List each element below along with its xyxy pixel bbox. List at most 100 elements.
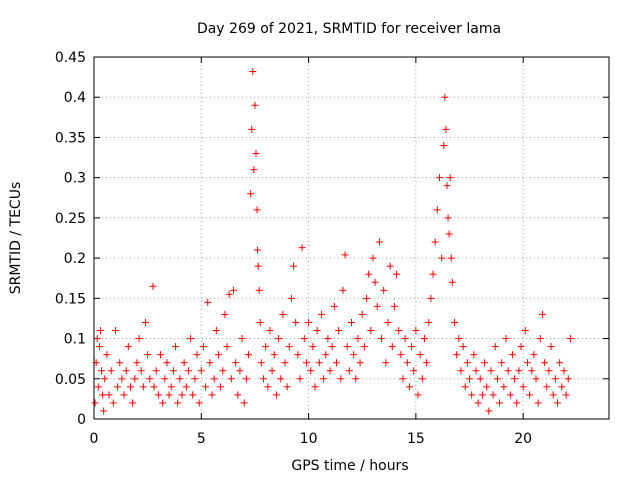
data-points <box>91 67 574 415</box>
data-point <box>133 359 141 367</box>
data-point <box>443 182 451 190</box>
data-point <box>223 343 231 351</box>
data-point <box>487 367 495 375</box>
data-point <box>217 383 225 391</box>
y-tick-label: 0.1 <box>64 332 86 348</box>
data-point <box>219 367 227 375</box>
data-point <box>461 383 469 391</box>
data-point <box>262 343 270 351</box>
data-point <box>341 251 349 259</box>
data-point <box>468 391 476 399</box>
data-point <box>154 391 162 399</box>
data-point <box>157 351 165 359</box>
data-point <box>195 399 203 407</box>
data-point <box>163 359 171 367</box>
data-point <box>221 310 229 318</box>
data-point <box>298 244 306 252</box>
y-tick-label: 0.25 <box>55 211 86 227</box>
data-point <box>431 238 439 246</box>
data-point <box>521 327 529 335</box>
data-point <box>107 367 115 375</box>
data-point <box>448 278 456 286</box>
data-point <box>545 367 553 375</box>
data-point <box>425 318 433 326</box>
data-point <box>532 375 540 383</box>
data-point <box>496 399 504 407</box>
data-point <box>517 343 525 351</box>
data-point <box>393 270 401 278</box>
data-point <box>528 367 536 375</box>
data-point <box>152 367 160 375</box>
data-point <box>410 367 418 375</box>
data-point <box>526 391 534 399</box>
data-point <box>315 359 323 367</box>
x-tick-label: 15 <box>407 431 425 447</box>
data-point <box>416 351 424 359</box>
data-point <box>114 383 122 391</box>
data-point <box>463 359 471 367</box>
data-point <box>225 290 233 298</box>
y-tick-label: 0.3 <box>64 171 86 187</box>
data-point <box>103 351 111 359</box>
data-point <box>543 383 551 391</box>
data-point <box>446 174 454 182</box>
data-point <box>491 343 499 351</box>
axis-ticks <box>93 56 609 420</box>
data-point <box>150 383 158 391</box>
data-point <box>493 375 501 383</box>
data-point <box>275 335 283 343</box>
data-point <box>474 399 482 407</box>
x-tick-label: 5 <box>197 431 206 447</box>
data-point <box>256 318 264 326</box>
data-point <box>513 399 521 407</box>
data-point <box>554 399 561 407</box>
data-point <box>395 327 403 335</box>
data-point <box>560 367 568 375</box>
data-point <box>476 375 484 383</box>
y-axis-label: SRMTID / TECUs <box>8 182 24 295</box>
data-point <box>99 391 107 399</box>
data-point <box>165 391 173 399</box>
data-point <box>272 391 280 399</box>
data-point <box>429 270 437 278</box>
data-point <box>337 375 345 383</box>
data-point <box>538 310 546 318</box>
data-point <box>296 375 304 383</box>
data-point <box>105 391 113 399</box>
data-point <box>109 399 117 407</box>
data-point <box>412 327 420 335</box>
data-point <box>343 343 351 351</box>
data-point <box>541 359 549 367</box>
data-point <box>135 335 143 343</box>
y-tick-label: 0.4 <box>64 90 86 106</box>
data-point <box>277 375 285 383</box>
y-tick-label: 0.2 <box>64 251 86 267</box>
data-point <box>408 343 416 351</box>
data-point <box>96 327 104 335</box>
data-point <box>433 206 441 214</box>
data-point <box>504 367 512 375</box>
y-tick-label: 0.15 <box>55 291 86 307</box>
data-point <box>481 359 489 367</box>
data-point <box>111 327 119 335</box>
data-point <box>300 335 308 343</box>
plot-frame <box>93 56 610 420</box>
data-point <box>511 375 519 383</box>
data-point <box>317 310 325 318</box>
data-point <box>390 302 398 310</box>
data-point <box>564 375 572 383</box>
data-point <box>523 359 531 367</box>
data-point <box>562 391 570 399</box>
data-point <box>335 327 343 335</box>
data-point <box>129 399 137 407</box>
data-point <box>142 318 149 326</box>
data-point <box>202 383 210 391</box>
data-point <box>322 351 330 359</box>
data-point <box>178 391 186 399</box>
data-point <box>240 399 248 407</box>
data-point <box>149 282 157 290</box>
data-point <box>508 351 516 359</box>
data-point <box>466 375 474 383</box>
x-tick-label: 0 <box>90 431 99 447</box>
